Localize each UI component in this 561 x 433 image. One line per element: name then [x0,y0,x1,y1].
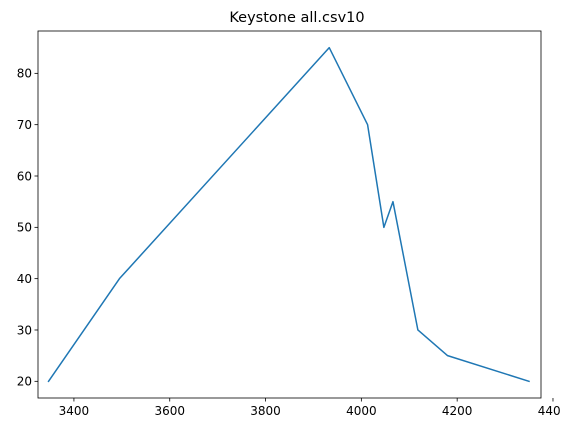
y-tick-label: 30 [17,323,32,337]
y-tick-label: 50 [17,221,32,235]
x-tick-label: 4000 [346,404,377,418]
x-tick-label: 4400 [538,404,561,418]
x-tick-label: 3600 [154,404,185,418]
x-axis: 3400 3600 3800 4000 4200 4400 [59,398,561,418]
x-tick-label: 3400 [59,404,90,418]
chart-title: Keystone all.csv10 [229,10,364,26]
y-tick-label: 20 [17,375,32,389]
y-tick-label: 80 [17,67,32,81]
y-tick-label: 40 [17,272,32,286]
plot-area [37,30,542,399]
x-tick-label: 3800 [250,404,281,418]
x-tick-label: 4200 [442,404,473,418]
y-tick-label: 70 [17,118,32,132]
plot-frame [37,30,542,399]
series-layer [47,46,530,383]
y-tick-label: 60 [17,169,32,183]
y-axis: 20 30 40 50 60 70 80 [17,67,38,389]
